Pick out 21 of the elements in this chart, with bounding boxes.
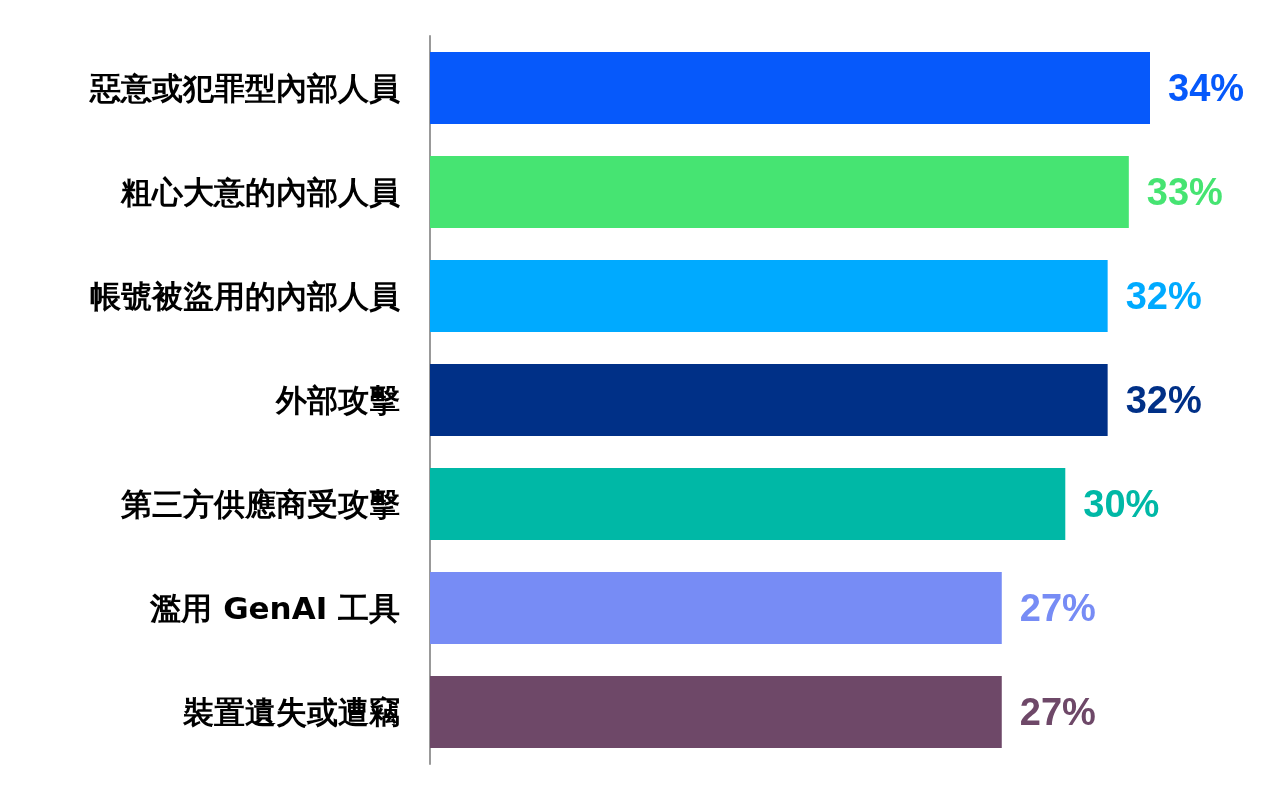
data-label: 33%: [1146, 171, 1223, 213]
data-label: 34%: [1168, 67, 1245, 109]
bar: [430, 676, 1002, 748]
y-tick-label: 帳號被盜用的內部人員: [90, 278, 400, 314]
y-tick-label: 裝置遺失或遭竊: [182, 694, 400, 730]
bar: [430, 156, 1129, 228]
data-label: 32%: [1125, 379, 1202, 421]
y-tick-label: 第三方供應商受攻擊: [120, 486, 400, 522]
data-label: 32%: [1125, 275, 1202, 317]
bar: [430, 364, 1108, 436]
y-tick-label: 惡意或犯罪型內部人員: [89, 70, 400, 106]
y-tick-label: 外部攻擊: [275, 382, 400, 418]
bar: [430, 468, 1066, 540]
y-tick-label: 濫用 GenAI 工具: [149, 590, 400, 626]
bar: [430, 52, 1150, 124]
y-tick-label: 粗心大意的內部人員: [120, 174, 400, 210]
data-label: 30%: [1083, 483, 1160, 525]
bar: [430, 260, 1108, 332]
data-label: 27%: [1019, 587, 1096, 629]
data-label: 27%: [1019, 691, 1096, 733]
bar: [430, 572, 1002, 644]
